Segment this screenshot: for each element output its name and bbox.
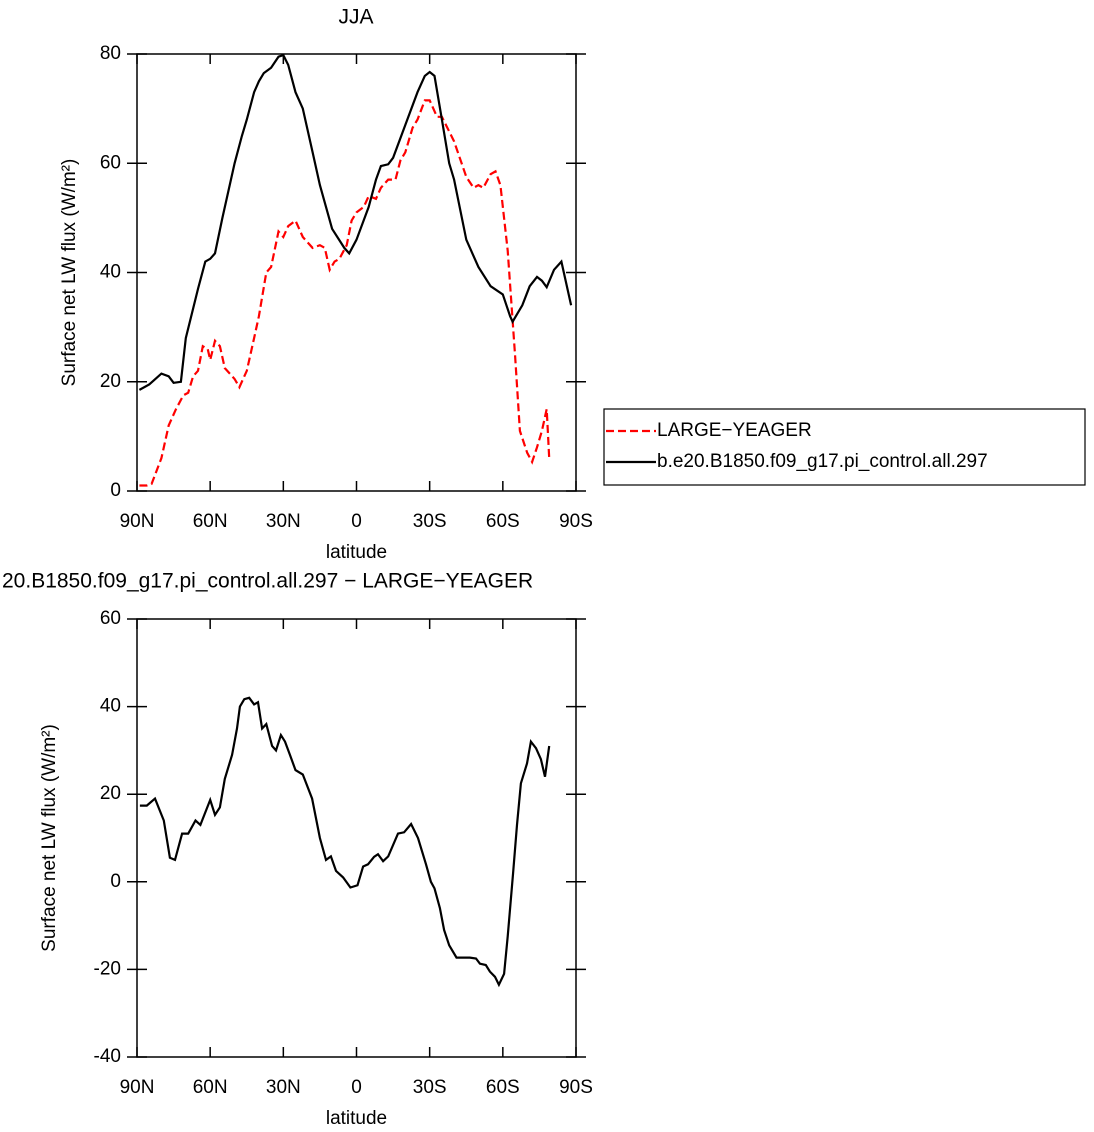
- y-tick-label: 20: [100, 371, 121, 392]
- x-tick-label: 60N: [193, 511, 228, 532]
- y-tick-label: 60: [100, 608, 121, 629]
- y-tick-label: 0: [110, 480, 121, 501]
- x-tick-label: 90N: [120, 511, 155, 532]
- x-tick-label: 30S: [413, 1077, 447, 1098]
- legend-box: [603, 408, 1086, 486]
- y-tick-label: 60: [100, 152, 121, 173]
- chart-title: 20.B1850.f09_g17.pi_control.all.297 − LA…: [2, 570, 533, 593]
- y-tick-label: -40: [94, 1046, 121, 1067]
- x-axis-label: latitude: [326, 1108, 387, 1129]
- x-tick-label: 60N: [193, 1077, 228, 1098]
- data-line: [139, 696, 551, 988]
- x-tick-label: 0: [351, 1077, 362, 1098]
- data-line: [139, 99, 551, 487]
- x-tick-label: 60S: [486, 511, 520, 532]
- y-axis-label: Surface net LW flux (W/m²): [59, 159, 80, 387]
- y-tick-label: 0: [110, 871, 121, 892]
- legend-label: LARGE−YEAGER: [657, 420, 812, 441]
- x-tick-label: 30N: [266, 511, 301, 532]
- data-line: [138, 53, 573, 391]
- x-axis-label: latitude: [326, 542, 387, 563]
- x-tick-label: 30S: [413, 511, 447, 532]
- y-tick-label: 80: [100, 43, 121, 64]
- plot-frame: [136, 618, 577, 1058]
- chart-title: JJA: [338, 6, 373, 29]
- x-tick-label: 60S: [486, 1077, 520, 1098]
- y-tick-label: 40: [100, 262, 121, 283]
- x-tick-label: 30N: [266, 1077, 301, 1098]
- x-tick-label: 90S: [559, 1077, 593, 1098]
- y-tick-label: 20: [100, 783, 121, 804]
- x-tick-label: 0: [351, 511, 362, 532]
- y-tick-label: -20: [94, 958, 121, 979]
- x-tick-label: 90N: [120, 1077, 155, 1098]
- y-axis-label: Surface net LW flux (W/m²): [39, 724, 60, 952]
- x-tick-label: 90S: [559, 511, 593, 532]
- y-tick-label: 40: [100, 696, 121, 717]
- legend-label: b.e20.B1850.f09_g17.pi_control.all.297: [657, 451, 988, 472]
